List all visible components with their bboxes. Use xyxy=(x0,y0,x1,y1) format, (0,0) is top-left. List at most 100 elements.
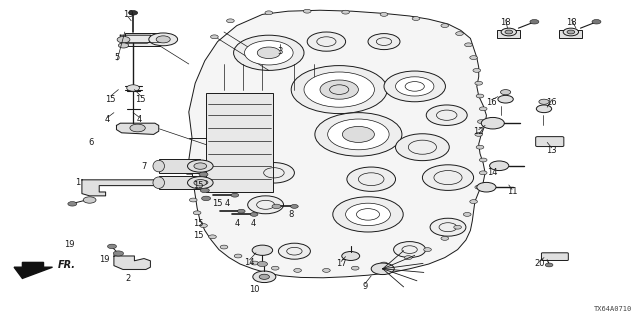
Circle shape xyxy=(475,132,483,136)
Circle shape xyxy=(347,167,396,191)
Circle shape xyxy=(303,9,311,13)
Text: 9: 9 xyxy=(362,282,367,291)
Text: 17: 17 xyxy=(336,260,346,268)
Circle shape xyxy=(220,245,228,249)
Text: 19: 19 xyxy=(123,10,133,19)
Text: 18: 18 xyxy=(566,18,577,27)
Circle shape xyxy=(477,120,485,124)
Bar xyxy=(497,30,520,38)
Circle shape xyxy=(342,252,360,260)
Text: 15: 15 xyxy=(106,95,116,104)
Ellipse shape xyxy=(188,177,213,189)
Circle shape xyxy=(404,256,412,260)
Ellipse shape xyxy=(194,163,207,169)
Circle shape xyxy=(476,145,484,149)
Polygon shape xyxy=(120,35,150,43)
Text: TX64A0710: TX64A0710 xyxy=(594,306,632,312)
Polygon shape xyxy=(189,10,486,278)
Text: 6: 6 xyxy=(89,138,94,147)
Circle shape xyxy=(323,268,330,272)
Ellipse shape xyxy=(188,160,213,172)
Text: 13: 13 xyxy=(547,146,557,155)
Circle shape xyxy=(294,268,301,272)
Circle shape xyxy=(129,11,138,15)
Circle shape xyxy=(394,242,426,258)
Text: 10: 10 xyxy=(249,285,259,294)
Text: 19: 19 xyxy=(99,255,109,264)
Circle shape xyxy=(426,105,467,125)
Circle shape xyxy=(384,71,445,102)
Text: 12: 12 xyxy=(474,127,484,136)
Circle shape xyxy=(490,161,509,171)
FancyBboxPatch shape xyxy=(536,137,564,147)
Circle shape xyxy=(441,24,449,28)
Text: 15: 15 xyxy=(212,199,223,208)
Ellipse shape xyxy=(156,36,170,43)
Circle shape xyxy=(252,245,273,255)
Ellipse shape xyxy=(153,160,164,172)
Circle shape xyxy=(470,200,477,204)
Circle shape xyxy=(563,28,579,36)
Text: 4: 4 xyxy=(137,116,142,124)
Circle shape xyxy=(227,19,234,23)
Circle shape xyxy=(351,266,359,270)
Circle shape xyxy=(380,12,388,16)
Text: 14: 14 xyxy=(244,258,255,267)
Text: 15: 15 xyxy=(193,181,204,190)
Circle shape xyxy=(463,212,471,216)
Circle shape xyxy=(328,119,389,150)
Circle shape xyxy=(320,80,358,99)
Circle shape xyxy=(501,28,516,36)
Text: 11: 11 xyxy=(507,188,517,196)
Circle shape xyxy=(315,113,402,156)
Bar xyxy=(206,93,273,192)
Circle shape xyxy=(113,251,124,256)
Circle shape xyxy=(346,203,390,226)
Circle shape xyxy=(479,107,487,111)
Circle shape xyxy=(342,10,349,14)
Ellipse shape xyxy=(148,33,178,46)
Circle shape xyxy=(200,224,207,228)
Circle shape xyxy=(193,211,201,215)
Circle shape xyxy=(475,81,483,85)
Text: 15: 15 xyxy=(193,220,204,228)
Text: 3: 3 xyxy=(278,47,283,56)
Circle shape xyxy=(465,43,472,47)
Text: 1: 1 xyxy=(76,178,81,187)
Circle shape xyxy=(200,188,209,193)
Ellipse shape xyxy=(194,180,207,186)
Text: FR.: FR. xyxy=(58,260,76,270)
Circle shape xyxy=(248,196,284,214)
Text: 7: 7 xyxy=(141,162,147,171)
Circle shape xyxy=(500,90,511,95)
Bar xyxy=(559,30,582,38)
Circle shape xyxy=(545,263,553,267)
Circle shape xyxy=(189,198,197,202)
Circle shape xyxy=(536,105,552,113)
Circle shape xyxy=(498,95,513,103)
Circle shape xyxy=(475,185,483,189)
Circle shape xyxy=(265,11,273,15)
Circle shape xyxy=(211,35,218,39)
Bar xyxy=(125,33,160,46)
Text: 8: 8 xyxy=(289,210,294,219)
Circle shape xyxy=(231,193,239,197)
Circle shape xyxy=(304,72,374,107)
Circle shape xyxy=(271,266,279,270)
Circle shape xyxy=(272,204,281,209)
Circle shape xyxy=(68,202,77,206)
Circle shape xyxy=(412,17,420,20)
Text: 4: 4 xyxy=(225,199,230,208)
Text: 20: 20 xyxy=(534,260,545,268)
Circle shape xyxy=(250,212,258,216)
Text: 4: 4 xyxy=(234,220,239,228)
Text: 4: 4 xyxy=(250,220,255,228)
Circle shape xyxy=(567,30,575,34)
Circle shape xyxy=(368,34,400,50)
Circle shape xyxy=(130,124,145,132)
Circle shape xyxy=(380,262,388,266)
Text: 19: 19 xyxy=(64,240,74,249)
Polygon shape xyxy=(14,262,52,278)
Circle shape xyxy=(430,218,466,236)
Text: 2: 2 xyxy=(125,274,131,283)
